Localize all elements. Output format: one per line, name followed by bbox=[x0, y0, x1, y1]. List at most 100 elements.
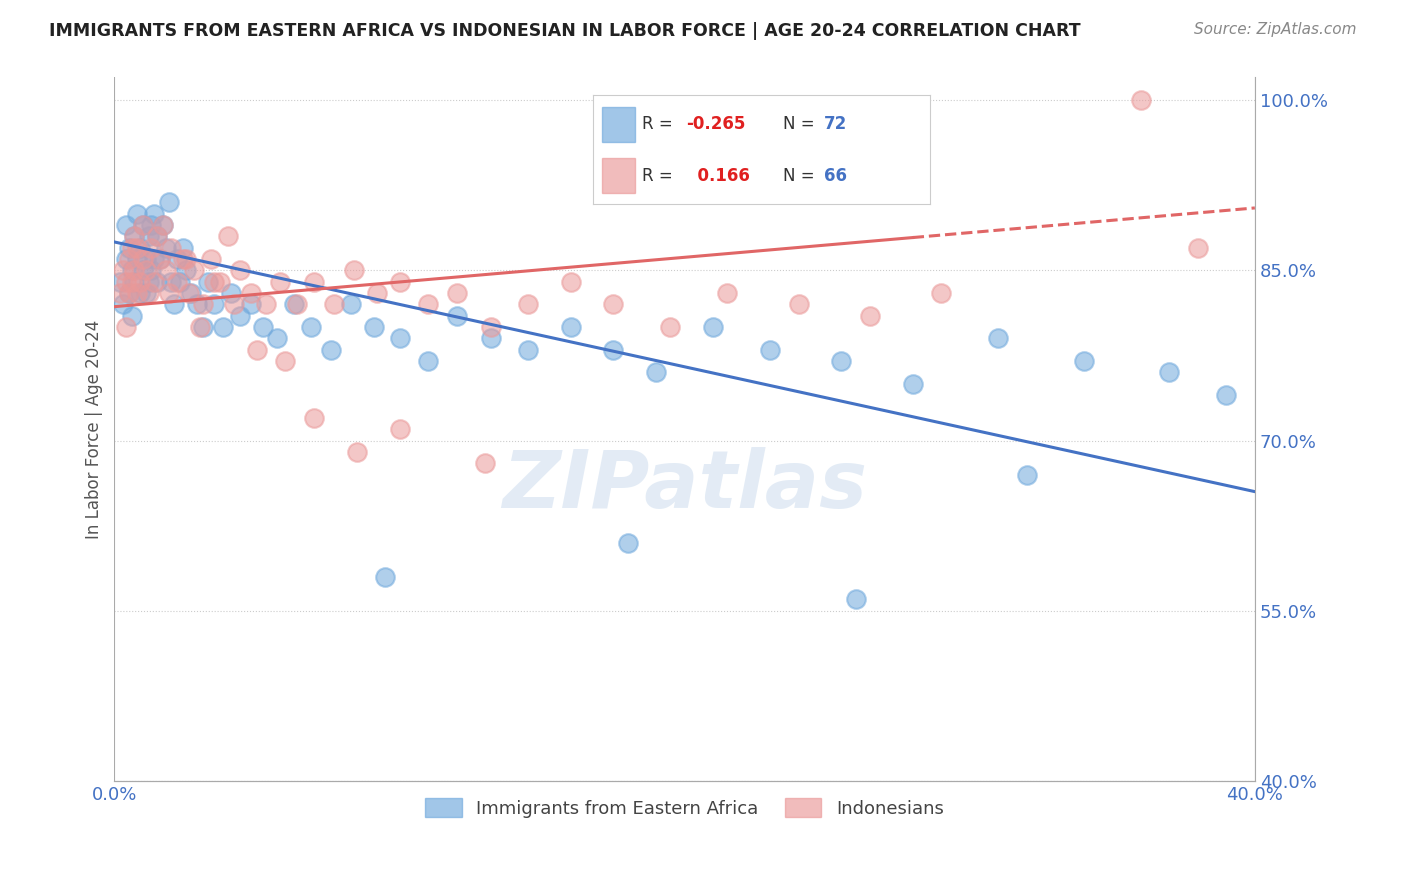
Point bbox=[285, 297, 308, 311]
Point bbox=[716, 286, 738, 301]
Point bbox=[121, 309, 143, 323]
Point bbox=[479, 320, 502, 334]
Point bbox=[221, 286, 243, 301]
Point bbox=[155, 241, 177, 255]
Point bbox=[141, 218, 163, 232]
Point bbox=[240, 286, 263, 301]
Point bbox=[127, 241, 149, 255]
Point bbox=[155, 263, 177, 277]
Point bbox=[1073, 354, 1095, 368]
Point bbox=[319, 343, 342, 357]
Point bbox=[141, 263, 163, 277]
Point bbox=[143, 206, 166, 220]
Point bbox=[135, 263, 157, 277]
Point bbox=[118, 286, 141, 301]
Point bbox=[229, 263, 252, 277]
Point bbox=[302, 410, 325, 425]
Point bbox=[759, 343, 782, 357]
Point bbox=[560, 275, 582, 289]
Point bbox=[274, 354, 297, 368]
Point bbox=[149, 252, 172, 266]
Point bbox=[108, 275, 131, 289]
Point bbox=[1187, 241, 1209, 255]
Point bbox=[135, 286, 157, 301]
Point bbox=[323, 297, 346, 311]
Point bbox=[363, 320, 385, 334]
Text: ZIPatlas: ZIPatlas bbox=[502, 447, 868, 524]
Point bbox=[166, 275, 188, 289]
Point bbox=[845, 592, 868, 607]
Point bbox=[474, 456, 496, 470]
Point bbox=[114, 252, 136, 266]
Point bbox=[252, 320, 274, 334]
Point bbox=[616, 535, 638, 549]
Point bbox=[132, 263, 155, 277]
Point bbox=[987, 331, 1010, 345]
Point bbox=[132, 252, 155, 266]
Point bbox=[388, 331, 411, 345]
Point bbox=[479, 331, 502, 345]
Point bbox=[118, 286, 141, 301]
Point bbox=[659, 320, 682, 334]
Point bbox=[217, 229, 239, 244]
Point bbox=[560, 320, 582, 334]
Point bbox=[388, 275, 411, 289]
Point bbox=[132, 218, 155, 232]
Point bbox=[602, 297, 624, 311]
Point bbox=[174, 263, 197, 277]
Point bbox=[111, 263, 134, 277]
Point bbox=[374, 570, 396, 584]
Point bbox=[114, 218, 136, 232]
Point bbox=[143, 252, 166, 266]
Point bbox=[121, 263, 143, 277]
Point bbox=[124, 229, 146, 244]
Point bbox=[302, 275, 325, 289]
Text: IMMIGRANTS FROM EASTERN AFRICA VS INDONESIAN IN LABOR FORCE | AGE 20-24 CORRELAT: IMMIGRANTS FROM EASTERN AFRICA VS INDONE… bbox=[49, 22, 1081, 40]
Point bbox=[138, 229, 160, 244]
Point bbox=[787, 297, 810, 311]
Point bbox=[146, 229, 169, 244]
Point bbox=[169, 275, 191, 289]
Point bbox=[197, 275, 219, 289]
Point bbox=[516, 343, 538, 357]
Point bbox=[929, 286, 952, 301]
Point bbox=[224, 297, 246, 311]
Point bbox=[129, 241, 152, 255]
Point bbox=[416, 354, 439, 368]
Point bbox=[129, 286, 152, 301]
Point bbox=[111, 297, 134, 311]
Point bbox=[211, 320, 233, 334]
Point bbox=[602, 343, 624, 357]
Point bbox=[702, 320, 724, 334]
Point bbox=[138, 275, 160, 289]
Point bbox=[388, 422, 411, 436]
Point bbox=[1129, 93, 1152, 107]
Point bbox=[138, 286, 160, 301]
Point bbox=[160, 241, 183, 255]
Point bbox=[172, 241, 194, 255]
Point bbox=[180, 286, 202, 301]
Point bbox=[127, 206, 149, 220]
Point bbox=[108, 286, 131, 301]
Y-axis label: In Labor Force | Age 20-24: In Labor Force | Age 20-24 bbox=[86, 319, 103, 539]
Point bbox=[1159, 366, 1181, 380]
Point bbox=[121, 241, 143, 255]
Point bbox=[118, 252, 141, 266]
Point bbox=[124, 275, 146, 289]
Point bbox=[157, 195, 180, 210]
Point bbox=[124, 263, 146, 277]
Point bbox=[266, 331, 288, 345]
Point bbox=[118, 241, 141, 255]
Point bbox=[202, 297, 225, 311]
Point bbox=[186, 297, 208, 311]
Point bbox=[1215, 388, 1237, 402]
Point bbox=[177, 286, 200, 301]
Point bbox=[124, 229, 146, 244]
Point bbox=[240, 297, 263, 311]
Point bbox=[202, 275, 225, 289]
Point bbox=[191, 297, 214, 311]
Point bbox=[446, 309, 468, 323]
Legend: Immigrants from Eastern Africa, Indonesians: Immigrants from Eastern Africa, Indonesi… bbox=[418, 791, 950, 825]
Point bbox=[114, 320, 136, 334]
Point bbox=[343, 263, 366, 277]
